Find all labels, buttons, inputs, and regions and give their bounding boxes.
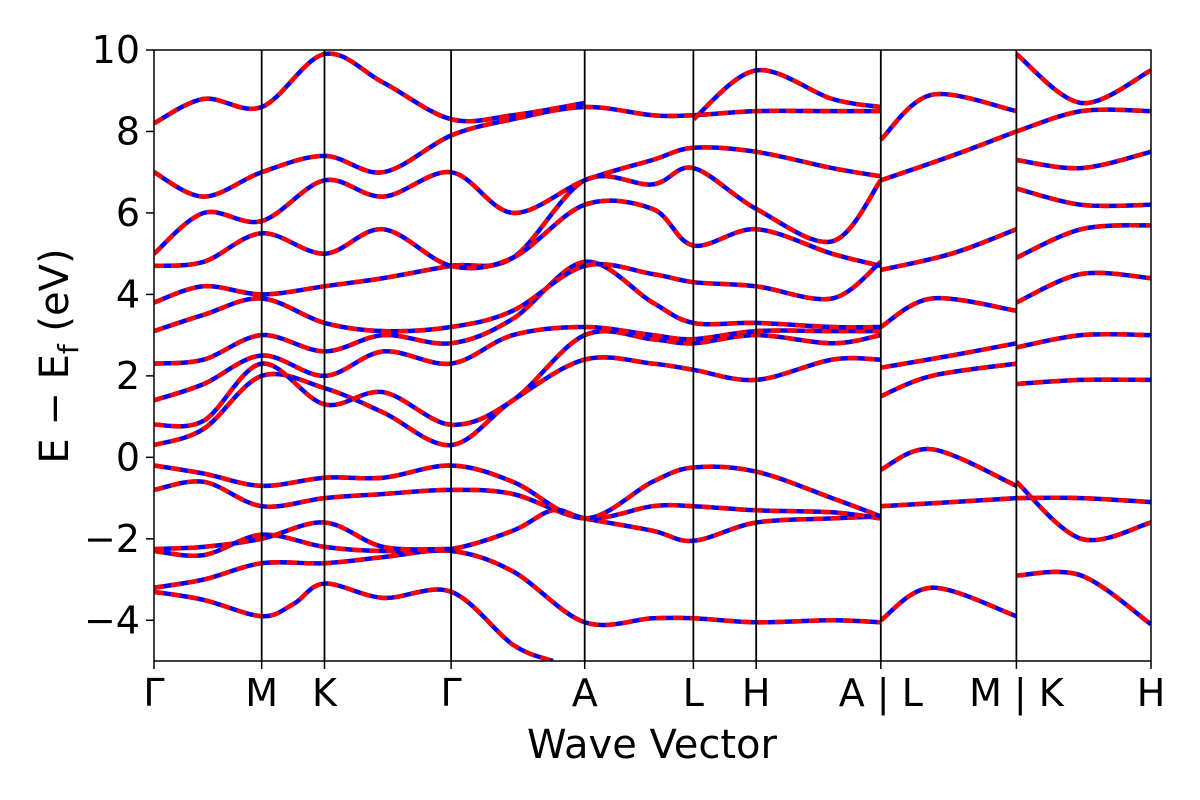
band-33-red: [1015, 186, 1151, 209]
y-tick-label-7: −4: [84, 598, 140, 642]
band-9-red: [154, 259, 881, 366]
band-35-red: [1015, 107, 1151, 134]
x-tick-label-0: Γ: [143, 671, 164, 715]
x-tick-label-3: Γ: [441, 671, 462, 715]
band-32-red: [1015, 222, 1151, 260]
y-axis-label-main: E − E: [32, 354, 78, 464]
x-tick-label-8: M | K: [969, 671, 1065, 716]
x-tick-label-2: K: [312, 671, 338, 715]
band-36-red: [1014, 52, 1151, 106]
band-3-red: [154, 520, 452, 552]
y-tick-label-5: 0: [116, 435, 140, 479]
y-axis-label-unit: (eV): [32, 248, 78, 344]
band-25-red: [879, 91, 1017, 142]
band-18-red: [880, 495, 1017, 509]
x-tick-label-9: H: [1137, 671, 1166, 715]
y-axis-label: E − Ef (eV): [32, 248, 85, 463]
band-30-red: [1015, 331, 1151, 350]
band-11-red: [154, 165, 883, 305]
x-tick-label-7: A | L: [839, 671, 923, 716]
plot-frame: [153, 49, 1152, 662]
band-21-red: [880, 341, 1017, 370]
band-22-red: [879, 295, 1017, 329]
y-tick-label-3: 4: [116, 272, 140, 316]
band-16-red: [691, 67, 882, 121]
x-tick-label-5: L: [683, 671, 704, 715]
y-tick-label-6: −2: [84, 517, 140, 561]
x-tick-label-6: H: [742, 671, 771, 715]
x-axis-label: Wave Vector: [527, 722, 778, 768]
band-17-blue: [879, 585, 1018, 623]
y-tick-label-2: 6: [116, 191, 140, 235]
band-31-red: [1015, 270, 1151, 305]
band-28-red: [1014, 480, 1151, 543]
band-24-red: [880, 129, 1018, 183]
band-15-red: [154, 51, 586, 126]
y-axis: 10 8 6 4 2 0 −2 −4: [84, 28, 154, 642]
band-23-red: [880, 227, 1018, 273]
band-19-red: [879, 446, 1018, 488]
y-axis-label-sub: f: [52, 343, 85, 354]
y-tick-label-1: 8: [116, 109, 140, 153]
band-7-red: [154, 329, 882, 429]
band-26-blue: [1016, 569, 1151, 627]
kpoint-lines: [260, 50, 1018, 661]
plot-area: [154, 50, 1151, 661]
band-20-red: [879, 361, 1017, 399]
band-29-blue: [1016, 377, 1151, 387]
band-34-red: [1016, 149, 1151, 171]
x-tick-label-4: A: [572, 671, 598, 715]
band-0-red: [154, 581, 554, 661]
x-tick-label-1: M: [245, 671, 278, 715]
y-tick-label-4: 2: [116, 354, 140, 398]
y-tick-label-0: 10: [92, 28, 140, 72]
